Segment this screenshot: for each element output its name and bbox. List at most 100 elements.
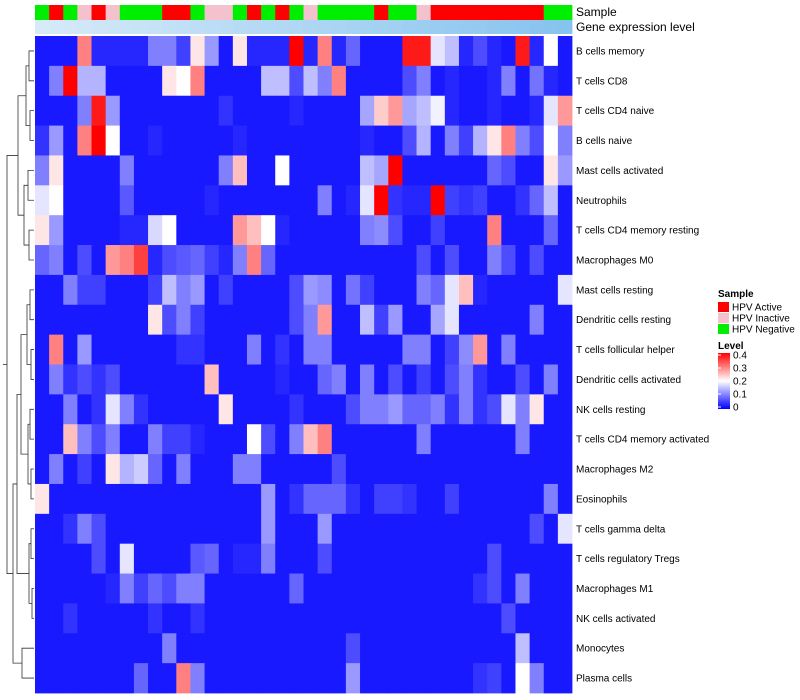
heatmap-cell — [317, 304, 333, 336]
heatmap-cell — [430, 633, 446, 664]
heatmap-cell — [148, 543, 163, 574]
heatmap-cell — [374, 185, 389, 216]
heatmap-cell — [162, 663, 177, 694]
heatmap-cell — [345, 95, 361, 126]
heatmap-cell — [473, 36, 488, 67]
heatmap-cell — [218, 155, 234, 186]
heatmap-cell — [501, 125, 516, 156]
heatmap-cell — [501, 543, 516, 574]
heatmap-cell — [515, 95, 530, 126]
heatmap-cell — [515, 125, 530, 156]
heatmap-cell — [190, 513, 205, 545]
heatmap-cell — [345, 543, 361, 574]
heatmap-cell — [204, 155, 220, 186]
heatmap-cell — [275, 543, 290, 574]
heatmap-cell — [374, 155, 389, 186]
heatmap-cell — [487, 663, 502, 694]
heatmap-cell — [543, 573, 559, 604]
heatmap-cell — [444, 364, 460, 395]
heatmap-cell — [63, 36, 78, 67]
heatmap-cell — [487, 215, 502, 246]
heatmap-cell — [204, 95, 220, 126]
heatmap-cell — [345, 125, 361, 156]
heatmap-cell — [190, 304, 205, 336]
heatmap-cell — [543, 603, 559, 634]
heatmap-cell — [49, 454, 64, 485]
heatmap-cell — [360, 245, 375, 276]
heatmap-cell — [35, 274, 50, 306]
heatmap-cell — [133, 304, 149, 336]
heatmap-cell — [473, 95, 488, 126]
heatmap-cell — [133, 483, 149, 515]
heatmap-cell — [529, 424, 545, 455]
heatmap-cell — [275, 424, 290, 455]
heatmap-cell — [416, 513, 432, 545]
heatmap-cell — [91, 454, 107, 485]
heatmap-cell — [515, 633, 530, 664]
heatmap-cell — [119, 454, 135, 485]
sample-annotation-cell — [388, 5, 403, 20]
heatmap-cell — [501, 483, 516, 515]
heatmap-cell — [331, 394, 347, 425]
heatmap-cell — [331, 65, 347, 97]
heatmap-cell — [91, 573, 107, 604]
heatmap-cell — [148, 304, 163, 336]
heatmap-cell — [275, 364, 290, 395]
heatmap-cell — [63, 603, 78, 634]
heatmap-cell — [557, 36, 573, 67]
heatmap-cell — [176, 185, 191, 216]
heatmap-cell — [63, 364, 78, 395]
heatmap-cell — [402, 65, 417, 97]
heatmap-cell — [515, 65, 530, 97]
heatmap-cell — [402, 454, 417, 485]
heatmap-cell — [345, 573, 361, 604]
heatmap-cell — [261, 215, 276, 246]
heatmap-cell — [317, 334, 333, 365]
sample-annotation-cell — [289, 5, 304, 20]
heatmap-cell — [501, 65, 516, 97]
heatmap-cell — [473, 633, 488, 664]
heatmap-cell — [345, 633, 361, 664]
heatmap-cell — [501, 334, 516, 365]
heatmap-cell — [515, 603, 530, 634]
heatmap-cell — [473, 394, 488, 425]
heatmap-cell — [458, 215, 474, 246]
heatmap-cell — [444, 603, 460, 634]
heatmap-cell — [275, 185, 290, 216]
sample-legend-label: HPV Negative — [732, 325, 795, 336]
heatmap-cell — [303, 125, 319, 156]
heatmap-cell — [275, 603, 290, 634]
heatmap-cell — [543, 125, 559, 156]
heatmap-cell — [317, 125, 333, 156]
heatmap-cell — [190, 364, 205, 395]
heatmap-cell — [204, 364, 220, 395]
row-label: Dendritic cells resting — [576, 315, 671, 326]
heatmap-cell — [35, 304, 50, 336]
heatmap-cell — [501, 274, 516, 306]
level-colorbar — [718, 353, 730, 409]
heatmap-cell — [473, 424, 488, 455]
heatmap-cell — [77, 334, 92, 365]
heatmap-cell — [360, 155, 375, 186]
heatmap-cell — [529, 95, 545, 126]
dendrogram-branch — [30, 349, 34, 380]
heatmap-cell — [246, 95, 262, 126]
heatmap-cell — [487, 573, 502, 604]
heatmap-cell — [473, 483, 488, 515]
heatmap-cell — [232, 573, 248, 604]
heatmap-cell — [261, 663, 276, 694]
heatmap-cell — [49, 633, 64, 664]
heatmap-cell — [430, 454, 446, 485]
heatmap-cell — [388, 394, 403, 425]
heatmap-cell — [91, 185, 107, 216]
heatmap-cell — [374, 663, 389, 694]
heatmap-cell — [105, 483, 121, 515]
heatmap-cell — [91, 633, 107, 664]
heatmap-cell — [543, 364, 559, 395]
heatmap-cell — [303, 36, 319, 67]
heatmap-cell — [190, 155, 205, 186]
heatmap-cell — [430, 125, 446, 156]
heatmap-cell — [543, 543, 559, 574]
expression-annotation-cell — [289, 20, 304, 34]
heatmap-cell — [529, 304, 545, 336]
